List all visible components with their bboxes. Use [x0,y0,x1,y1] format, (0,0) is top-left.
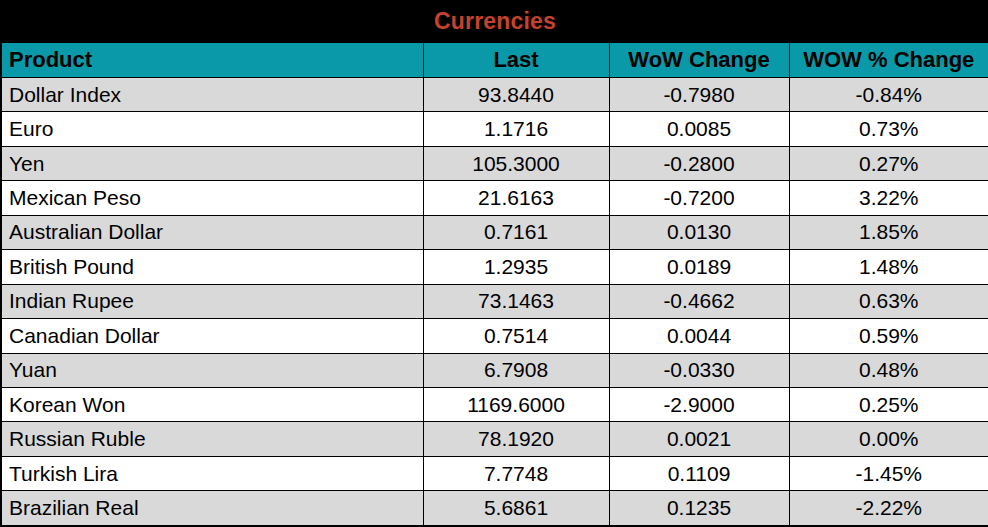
product-cell[interactable]: Russian Ruble [1,422,423,456]
column-header-wow-pct-change[interactable]: WOW % Change [789,42,988,78]
column-header-wow-change[interactable]: WoW Change [609,42,789,78]
table-row: Brazilian Real5.68610.1235-2.22% [1,491,988,526]
product-cell[interactable]: Brazilian Real [1,491,423,526]
wow-change-cell[interactable]: -0.7200 [609,181,789,215]
table-row: Dollar Index93.8440-0.7980-0.84% [1,78,988,112]
table-row: Korean Won1169.6000-2.90000.25% [1,387,988,421]
table-row: Canadian Dollar0.75140.00440.59% [1,319,988,353]
last-cell[interactable]: 1.2935 [423,250,609,284]
last-cell[interactable]: 7.7748 [423,456,609,490]
product-cell[interactable]: Canadian Dollar [1,319,423,353]
wow-pct-change-cell[interactable]: 0.59% [789,319,988,353]
last-cell[interactable]: 105.3000 [423,146,609,180]
table-row: British Pound1.29350.01891.48% [1,250,988,284]
wow-change-cell[interactable]: -0.7980 [609,78,789,112]
product-cell[interactable]: Korean Won [1,387,423,421]
wow-change-cell[interactable]: 0.0085 [609,112,789,146]
wow-change-cell[interactable]: 0.0189 [609,250,789,284]
wow-pct-change-cell[interactable]: 0.27% [789,146,988,180]
table-row: Russian Ruble78.19200.00210.00% [1,422,988,456]
wow-change-cell[interactable]: -0.4662 [609,284,789,318]
currencies-table: Currencies Product Last WoW Change WOW %… [0,0,988,527]
wow-change-cell[interactable]: -0.0330 [609,353,789,387]
wow-pct-change-cell[interactable]: 3.22% [789,181,988,215]
last-cell[interactable]: 0.7514 [423,319,609,353]
table-row: Euro1.17160.00850.73% [1,112,988,146]
wow-pct-change-cell[interactable]: 0.25% [789,387,988,421]
table-row: Mexican Peso21.6163-0.72003.22% [1,181,988,215]
wow-pct-change-cell[interactable]: 1.48% [789,250,988,284]
table-row: Turkish Lira7.77480.1109-1.45% [1,456,988,490]
table-row: Indian Rupee73.1463-0.46620.63% [1,284,988,318]
wow-change-cell[interactable]: 0.1109 [609,456,789,490]
wow-change-cell[interactable]: 0.0044 [609,319,789,353]
column-header-last[interactable]: Last [423,42,609,78]
product-cell[interactable]: Australian Dollar [1,215,423,249]
wow-pct-change-cell[interactable]: 0.63% [789,284,988,318]
table-row: Yuan6.7908-0.03300.48% [1,353,988,387]
table-row: Yen105.3000-0.28000.27% [1,146,988,180]
product-cell[interactable]: British Pound [1,250,423,284]
wow-change-cell[interactable]: 0.0021 [609,422,789,456]
wow-pct-change-cell[interactable]: 0.73% [789,112,988,146]
wow-pct-change-cell[interactable]: -2.22% [789,491,988,526]
last-cell[interactable]: 78.1920 [423,422,609,456]
wow-change-cell[interactable]: 0.0130 [609,215,789,249]
last-cell[interactable]: 93.8440 [423,78,609,112]
table-body: Dollar Index93.8440-0.7980-0.84%Euro1.17… [1,78,988,527]
wow-pct-change-cell[interactable]: 0.00% [789,422,988,456]
last-cell[interactable]: 5.6861 [423,491,609,526]
product-cell[interactable]: Dollar Index [1,78,423,112]
column-header-product[interactable]: Product [1,42,423,78]
wow-pct-change-cell[interactable]: 1.85% [789,215,988,249]
product-cell[interactable]: Indian Rupee [1,284,423,318]
wow-change-cell[interactable]: -0.2800 [609,146,789,180]
wow-pct-change-cell[interactable]: 0.48% [789,353,988,387]
table-header-row: Product Last WoW Change WOW % Change [1,42,988,78]
product-cell[interactable]: Yen [1,146,423,180]
last-cell[interactable]: 6.7908 [423,353,609,387]
product-cell[interactable]: Yuan [1,353,423,387]
product-cell[interactable]: Euro [1,112,423,146]
table-row: Australian Dollar0.71610.01301.85% [1,215,988,249]
last-cell[interactable]: 0.7161 [423,215,609,249]
wow-change-cell[interactable]: -2.9000 [609,387,789,421]
wow-pct-change-cell[interactable]: -1.45% [789,456,988,490]
last-cell[interactable]: 1169.6000 [423,387,609,421]
wow-pct-change-cell[interactable]: -0.84% [789,78,988,112]
product-cell[interactable]: Turkish Lira [1,456,423,490]
last-cell[interactable]: 73.1463 [423,284,609,318]
table-title-row: Currencies [1,1,988,42]
wow-change-cell[interactable]: 0.1235 [609,491,789,526]
last-cell[interactable]: 1.1716 [423,112,609,146]
last-cell[interactable]: 21.6163 [423,181,609,215]
product-cell[interactable]: Mexican Peso [1,181,423,215]
table-title: Currencies [1,1,988,42]
